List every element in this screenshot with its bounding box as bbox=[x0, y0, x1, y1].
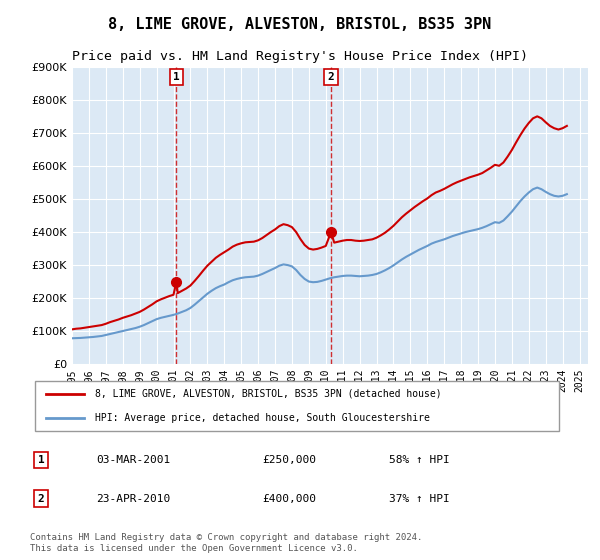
Text: 58% ↑ HPI: 58% ↑ HPI bbox=[389, 455, 449, 465]
Text: Price paid vs. HM Land Registry's House Price Index (HPI): Price paid vs. HM Land Registry's House … bbox=[72, 50, 528, 63]
Text: £250,000: £250,000 bbox=[262, 455, 316, 465]
Text: 8, LIME GROVE, ALVESTON, BRISTOL, BS35 3PN (detached house): 8, LIME GROVE, ALVESTON, BRISTOL, BS35 3… bbox=[95, 389, 442, 399]
Text: £400,000: £400,000 bbox=[262, 494, 316, 504]
Text: Contains HM Land Registry data © Crown copyright and database right 2024.
This d: Contains HM Land Registry data © Crown c… bbox=[30, 533, 422, 553]
Text: 37% ↑ HPI: 37% ↑ HPI bbox=[389, 494, 449, 504]
Text: 1: 1 bbox=[38, 455, 44, 465]
Text: HPI: Average price, detached house, South Gloucestershire: HPI: Average price, detached house, Sout… bbox=[95, 413, 430, 423]
Text: 23-APR-2010: 23-APR-2010 bbox=[96, 494, 170, 504]
FancyBboxPatch shape bbox=[35, 381, 559, 431]
Text: 8, LIME GROVE, ALVESTON, BRISTOL, BS35 3PN: 8, LIME GROVE, ALVESTON, BRISTOL, BS35 3… bbox=[109, 17, 491, 32]
Text: 1: 1 bbox=[173, 72, 180, 82]
Text: 2: 2 bbox=[38, 494, 44, 504]
Text: 2: 2 bbox=[328, 72, 334, 82]
Text: 03-MAR-2001: 03-MAR-2001 bbox=[96, 455, 170, 465]
